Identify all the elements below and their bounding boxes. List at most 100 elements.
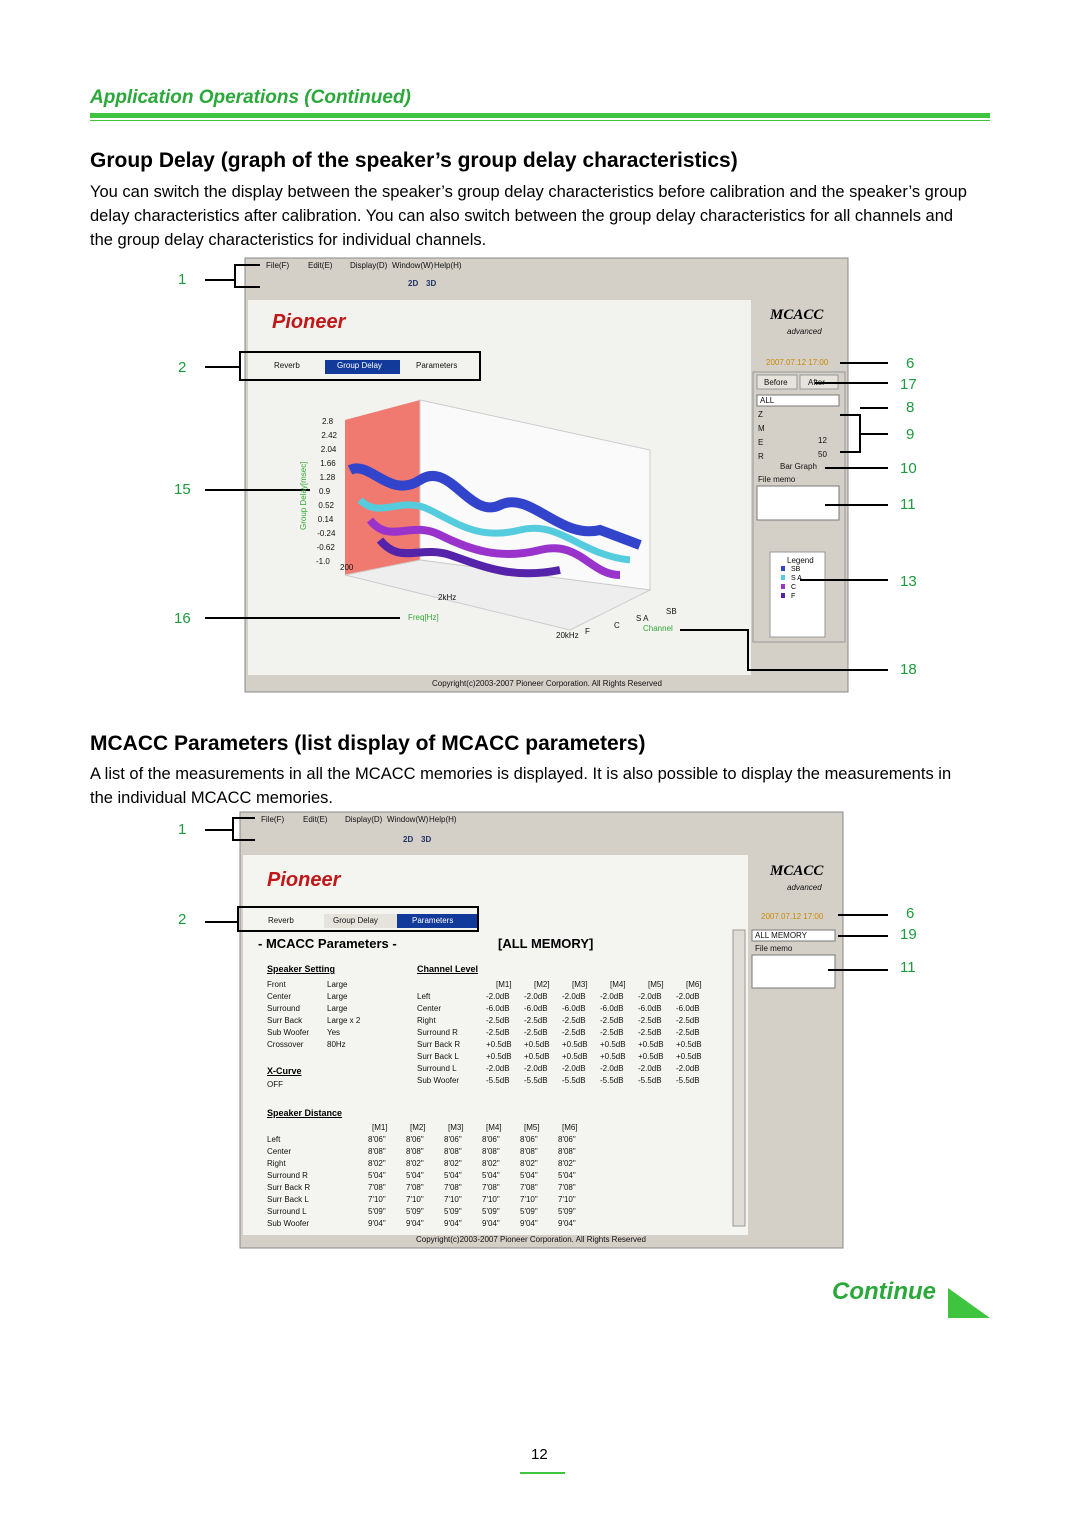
table-cell: 7'10" (558, 1195, 576, 1204)
table-cell: 7'10" (520, 1195, 538, 1204)
y-tick: -1.0 (316, 557, 330, 566)
table-cell: 5'04" (558, 1171, 576, 1180)
column-header: [M6] (686, 980, 702, 989)
tab: Reverb (274, 361, 300, 370)
table-cell: 5'04" (368, 1171, 386, 1180)
table-cell: -2.0dB (676, 1064, 700, 1073)
table-cell: Large (327, 992, 348, 1001)
table-cell: Large x 2 (327, 1016, 361, 1025)
y-tick: 0.52 (318, 501, 334, 510)
callout: 11 (900, 496, 916, 513)
table-cell: Surround R (267, 1171, 308, 1180)
table-cell: +0.5dB (524, 1040, 550, 1049)
menu-item: Display(D) (350, 261, 388, 270)
axis-label: Group Delay[msec] (299, 461, 308, 530)
table-cell: -2.5dB (600, 1028, 624, 1037)
logo-sub: advanced (787, 883, 822, 892)
table-cell: 7'08" (520, 1183, 538, 1192)
table-cell: -2.0dB (486, 1064, 510, 1073)
body-text: You can switch the display between the s… (90, 183, 967, 249)
column-header: [M4] (610, 980, 626, 989)
table-cell: -5.5dB (676, 1076, 700, 1085)
callout: 1 (178, 271, 187, 288)
tab: Reverb (268, 916, 294, 925)
table-cell: -2.5dB (562, 1028, 586, 1037)
table-cell: Left (267, 1135, 281, 1144)
callout: 19 (900, 926, 917, 943)
table-cell: -2.0dB (638, 992, 662, 1001)
legend-entry: C (791, 584, 797, 591)
tab: Parameters (416, 361, 458, 370)
table-cell: Surr Back L (417, 1052, 459, 1061)
table-cell: 8'06" (444, 1135, 462, 1144)
select: ALL (760, 396, 775, 405)
table-cell: 5'09" (520, 1207, 538, 1216)
table-cell: -2.5dB (524, 1016, 548, 1025)
table-cell: 8'06" (520, 1135, 538, 1144)
table-cell: 8'02" (368, 1159, 386, 1168)
table-cell: 5'04" (482, 1171, 500, 1180)
table-cell: 9'04" (482, 1219, 500, 1228)
table-cell: -6.0dB (676, 1004, 700, 1013)
callout: 1 (178, 821, 187, 838)
table-cell: +0.5dB (600, 1052, 626, 1061)
section-title: Speaker Distance (267, 1108, 343, 1118)
menu-item: File(F) (261, 815, 285, 824)
toolbar-button: 2D (403, 835, 414, 844)
axis-label: Freq[Hz] (408, 613, 439, 622)
table-cell: +0.5dB (486, 1040, 512, 1049)
legend-entry: S A (791, 575, 802, 582)
y-tick: 0.14 (317, 515, 334, 524)
y-tick: 2.42 (321, 431, 337, 440)
table-cell: 8'08" (558, 1147, 576, 1156)
menu-item: Edit(E) (303, 815, 328, 824)
table-cell: 7'08" (368, 1183, 386, 1192)
table-cell: -2.0dB (562, 992, 586, 1001)
channel-tick: C (614, 621, 620, 630)
table-cell: Surr Back L (267, 1195, 309, 1204)
slider-label: E (758, 438, 764, 447)
column-header: [M5] (648, 980, 664, 989)
copyright: Copyright(c)2003-2007 Pioneer Corporatio… (432, 679, 662, 688)
callout: 6 (906, 905, 915, 922)
table-cell: -2.0dB (524, 992, 548, 1001)
table-cell: -6.0dB (486, 1004, 510, 1013)
table-cell: Right (267, 1159, 286, 1168)
toolbar-button: 3D (421, 835, 432, 844)
copyright: Copyright(c)2003-2007 Pioneer Corporatio… (416, 1235, 646, 1244)
slider-label: Z (758, 410, 763, 419)
label: File memo (758, 475, 796, 484)
list-title: - MCACC Parameters - (258, 936, 397, 951)
heading: MCACC Parameters (list display of MCACC … (90, 732, 646, 755)
table-cell: Surround L (267, 1207, 307, 1216)
table-cell: Right (417, 1016, 436, 1025)
section-title: Speaker Setting (267, 964, 336, 974)
table-cell: -6.0dB (600, 1004, 624, 1013)
tab: Parameters (412, 916, 454, 925)
column-header: [M4] (486, 1123, 502, 1132)
table-cell: 8'06" (368, 1135, 386, 1144)
table-cell: +0.5dB (676, 1040, 702, 1049)
table-cell: Front (267, 980, 286, 989)
table-cell: +0.5dB (638, 1052, 664, 1061)
y-tick: 0.9 (319, 487, 331, 496)
table-cell: 8'02" (520, 1159, 538, 1168)
tab: Group Delay (333, 916, 378, 925)
menu-item: File(F) (266, 261, 290, 270)
toolbar-button: 3D (426, 279, 437, 288)
logo: MCACC (770, 307, 824, 323)
column-header: [M1] (372, 1123, 388, 1132)
table-cell: 7'08" (406, 1183, 424, 1192)
table-cell: 7'08" (444, 1183, 462, 1192)
table-cell: -5.5dB (562, 1076, 586, 1085)
table-cell: 8'02" (482, 1159, 500, 1168)
table-cell: Large (327, 980, 348, 989)
heading: Group Delay (graph of the speaker’s grou… (90, 149, 738, 172)
section-title: X-Curve (267, 1066, 302, 1076)
table-cell: 8'08" (406, 1147, 424, 1156)
date: 2007.07.12 17:00 (761, 912, 824, 921)
menu-item: Help(H) (434, 261, 462, 270)
channel-tick: F (585, 627, 590, 636)
table-cell: -6.0dB (562, 1004, 586, 1013)
brand: Pioneer (272, 311, 346, 333)
